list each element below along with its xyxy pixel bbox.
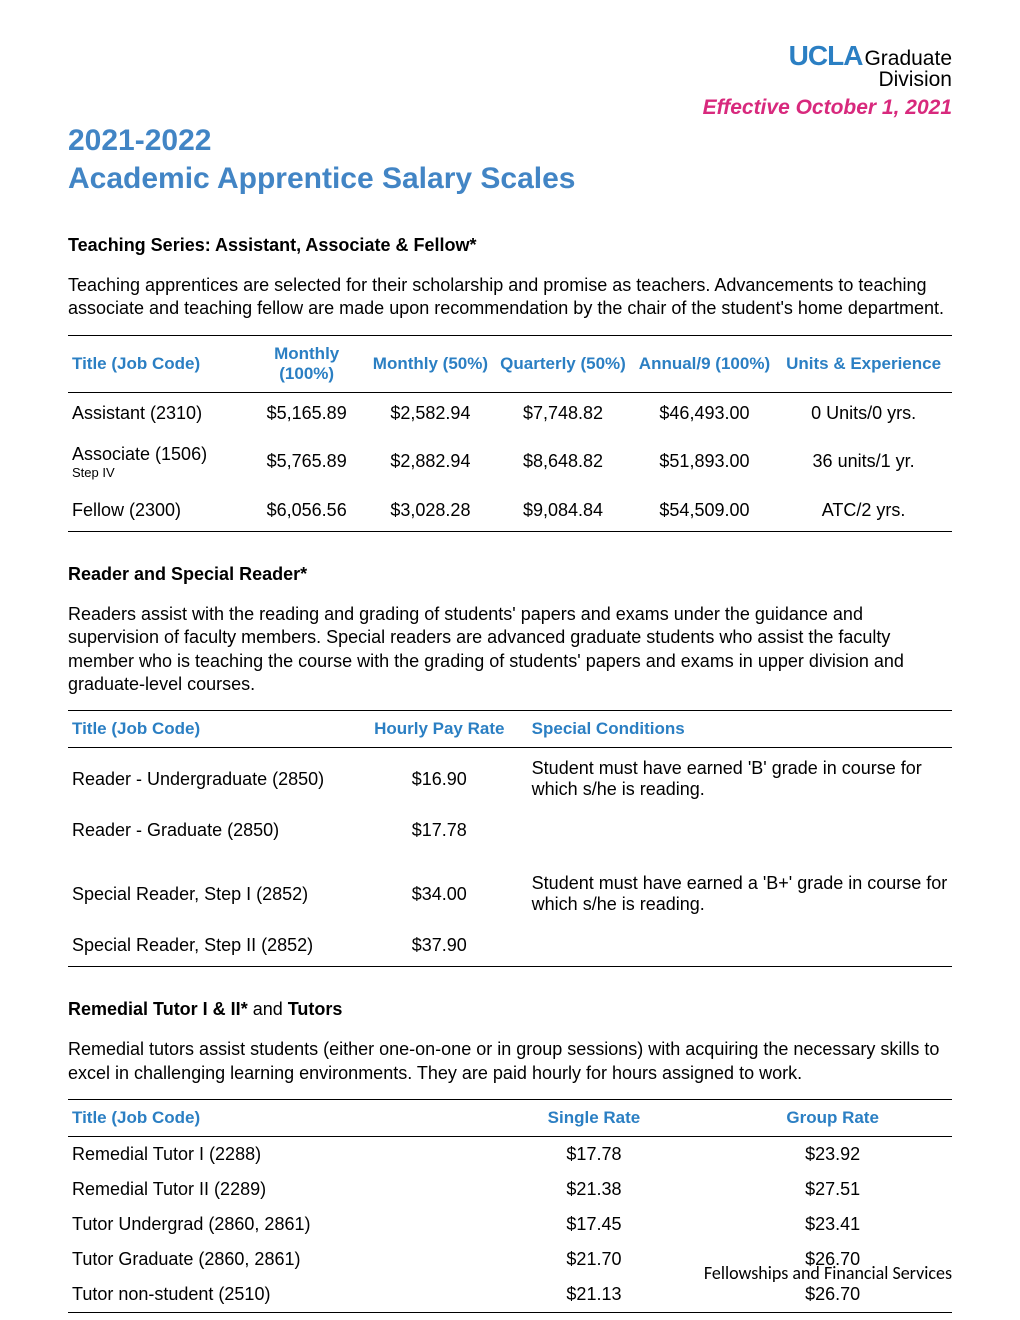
- cell-rate: $37.90: [351, 925, 528, 967]
- col-units: Units & Experience: [775, 335, 952, 392]
- cell-title: Tutor Graduate (2860, 2861): [68, 1242, 475, 1277]
- tutor-heading-bold1: Remedial Tutor I & II*: [68, 999, 248, 1019]
- table-header-row: Title (Job Code) Monthly (100%) Monthly …: [68, 335, 952, 392]
- cell-rate: $17.78: [351, 810, 528, 863]
- page-title: 2021-2022 Academic Apprentice Salary Sca…: [68, 122, 952, 197]
- tutor-heading-plain: and: [248, 999, 288, 1019]
- teaching-series-description: Teaching apprentices are selected for th…: [68, 274, 952, 321]
- cell-single: $21.38: [475, 1172, 714, 1207]
- reader-table: Title (Job Code) Hourly Pay Rate Special…: [68, 710, 952, 967]
- cell-units: 36 units/1 yr.: [775, 434, 952, 490]
- table-row: Special Reader, Step II (2852) $37.90: [68, 925, 952, 967]
- col-title: Title (Job Code): [68, 1100, 475, 1137]
- cell-group: $27.51: [713, 1172, 952, 1207]
- table-row: Remedial Tutor II (2289) $21.38 $27.51: [68, 1172, 952, 1207]
- ucla-logo: UCLAGraduate Division: [789, 40, 952, 92]
- col-monthly50: Monthly (50%): [369, 335, 493, 392]
- cell-title: Reader - Undergraduate (2850): [68, 748, 351, 811]
- reader-heading: Reader and Special Reader*: [68, 564, 952, 585]
- col-title: Title (Job Code): [68, 711, 351, 748]
- table-row: Remedial Tutor I (2288) $17.78 $23.92: [68, 1137, 952, 1173]
- cell-quarterly50: $7,748.82: [492, 392, 633, 434]
- header-logo-area: UCLAGraduate Division: [68, 40, 952, 92]
- table-row: Special Reader, Step I (2852) $34.00 Stu…: [68, 863, 952, 925]
- cell-group: $23.41: [713, 1207, 952, 1242]
- tutor-heading-bold2: Tutors: [288, 999, 343, 1019]
- table-row: Fellow (2300) $6,056.56 $3,028.28 $9,084…: [68, 490, 952, 532]
- cell-quarterly50: $9,084.84: [492, 490, 633, 532]
- tutor-description: Remedial tutors assist students (either …: [68, 1038, 952, 1085]
- cell-single: $17.45: [475, 1207, 714, 1242]
- cell-title: Remedial Tutor I (2288): [68, 1137, 475, 1173]
- cell-single: $21.13: [475, 1277, 714, 1313]
- logo-division-text: Division: [789, 68, 952, 92]
- cell-rate: $34.00: [351, 863, 528, 925]
- cell-title: Special Reader, Step II (2852): [68, 925, 351, 967]
- table-row: Reader - Graduate (2850) $17.78: [68, 810, 952, 863]
- table-row: Associate (1506)Step IV $5,765.89 $2,882…: [68, 434, 952, 490]
- cell-title: Associate (1506)Step IV: [68, 434, 245, 490]
- col-annual9: Annual/9 (100%): [634, 335, 775, 392]
- cell-title: Remedial Tutor II (2289): [68, 1172, 475, 1207]
- cell-title: Tutor Undergrad (2860, 2861): [68, 1207, 475, 1242]
- cell-title: Fellow (2300): [68, 490, 245, 532]
- teaching-series-table: Title (Job Code) Monthly (100%) Monthly …: [68, 335, 952, 532]
- cell-monthly100: $5,165.89: [245, 392, 369, 434]
- footer-text: Fellowships and Financial Services: [704, 1262, 952, 1284]
- cell-monthly100: $5,765.89: [245, 434, 369, 490]
- cell-title: Tutor non-student (2510): [68, 1277, 475, 1313]
- cell-monthly50: $2,582.94: [369, 392, 493, 434]
- cell-quarterly50: $8,648.82: [492, 434, 633, 490]
- reader-description: Readers assist with the reading and grad…: [68, 603, 952, 697]
- col-rate: Hourly Pay Rate: [351, 711, 528, 748]
- title-text: Academic Apprentice Salary Scales: [68, 162, 575, 195]
- table-row: Assistant (2310) $5,165.89 $2,582.94 $7,…: [68, 392, 952, 434]
- cell-units: 0 Units/0 yrs.: [775, 392, 952, 434]
- col-title: Title (Job Code): [68, 335, 245, 392]
- cell-conditions: [528, 925, 952, 967]
- cell-annual9: $46,493.00: [634, 392, 775, 434]
- cell-monthly50: $2,882.94: [369, 434, 493, 490]
- table-header-row: Title (Job Code) Hourly Pay Rate Special…: [68, 711, 952, 748]
- cell-units: ATC/2 yrs.: [775, 490, 952, 532]
- cell-conditions: Student must have earned a 'B+' grade in…: [528, 863, 952, 925]
- cell-rate: $16.90: [351, 748, 528, 811]
- title-year: 2021-2022: [68, 124, 211, 157]
- cell-monthly50: $3,028.28: [369, 490, 493, 532]
- cell-title: Reader - Graduate (2850): [68, 810, 351, 863]
- row-title: Associate (1506): [72, 444, 207, 464]
- cell-annual9: $54,509.00: [634, 490, 775, 532]
- teaching-series-heading: Teaching Series: Assistant, Associate & …: [68, 235, 952, 256]
- cell-title: Assistant (2310): [68, 392, 245, 434]
- row-subtitle: Step IV: [72, 465, 241, 480]
- col-conditions: Special Conditions: [528, 711, 952, 748]
- cell-single: $21.70: [475, 1242, 714, 1277]
- table-row: Tutor Undergrad (2860, 2861) $17.45 $23.…: [68, 1207, 952, 1242]
- tutor-heading: Remedial Tutor I & II* and Tutors: [68, 999, 952, 1020]
- col-single: Single Rate: [475, 1100, 714, 1137]
- col-quarterly50: Quarterly (50%): [492, 335, 633, 392]
- col-group: Group Rate: [713, 1100, 952, 1137]
- row-title: Fellow (2300): [72, 500, 181, 520]
- cell-conditions: [528, 810, 952, 863]
- effective-date: Effective October 1, 2021: [68, 96, 952, 120]
- col-monthly100: Monthly (100%): [245, 335, 369, 392]
- table-header-row: Title (Job Code) Single Rate Group Rate: [68, 1100, 952, 1137]
- table-row: Reader - Undergraduate (2850) $16.90 Stu…: [68, 748, 952, 811]
- row-title: Assistant (2310): [72, 403, 202, 423]
- cell-annual9: $51,893.00: [634, 434, 775, 490]
- cell-monthly100: $6,056.56: [245, 490, 369, 532]
- cell-title: Special Reader, Step I (2852): [68, 863, 351, 925]
- cell-conditions: Student must have earned 'B' grade in co…: [528, 748, 952, 811]
- cell-group: $23.92: [713, 1137, 952, 1173]
- cell-single: $17.78: [475, 1137, 714, 1173]
- logo-ucla-text: UCLA: [789, 40, 863, 71]
- logo-graduate-text: Graduate: [864, 47, 952, 70]
